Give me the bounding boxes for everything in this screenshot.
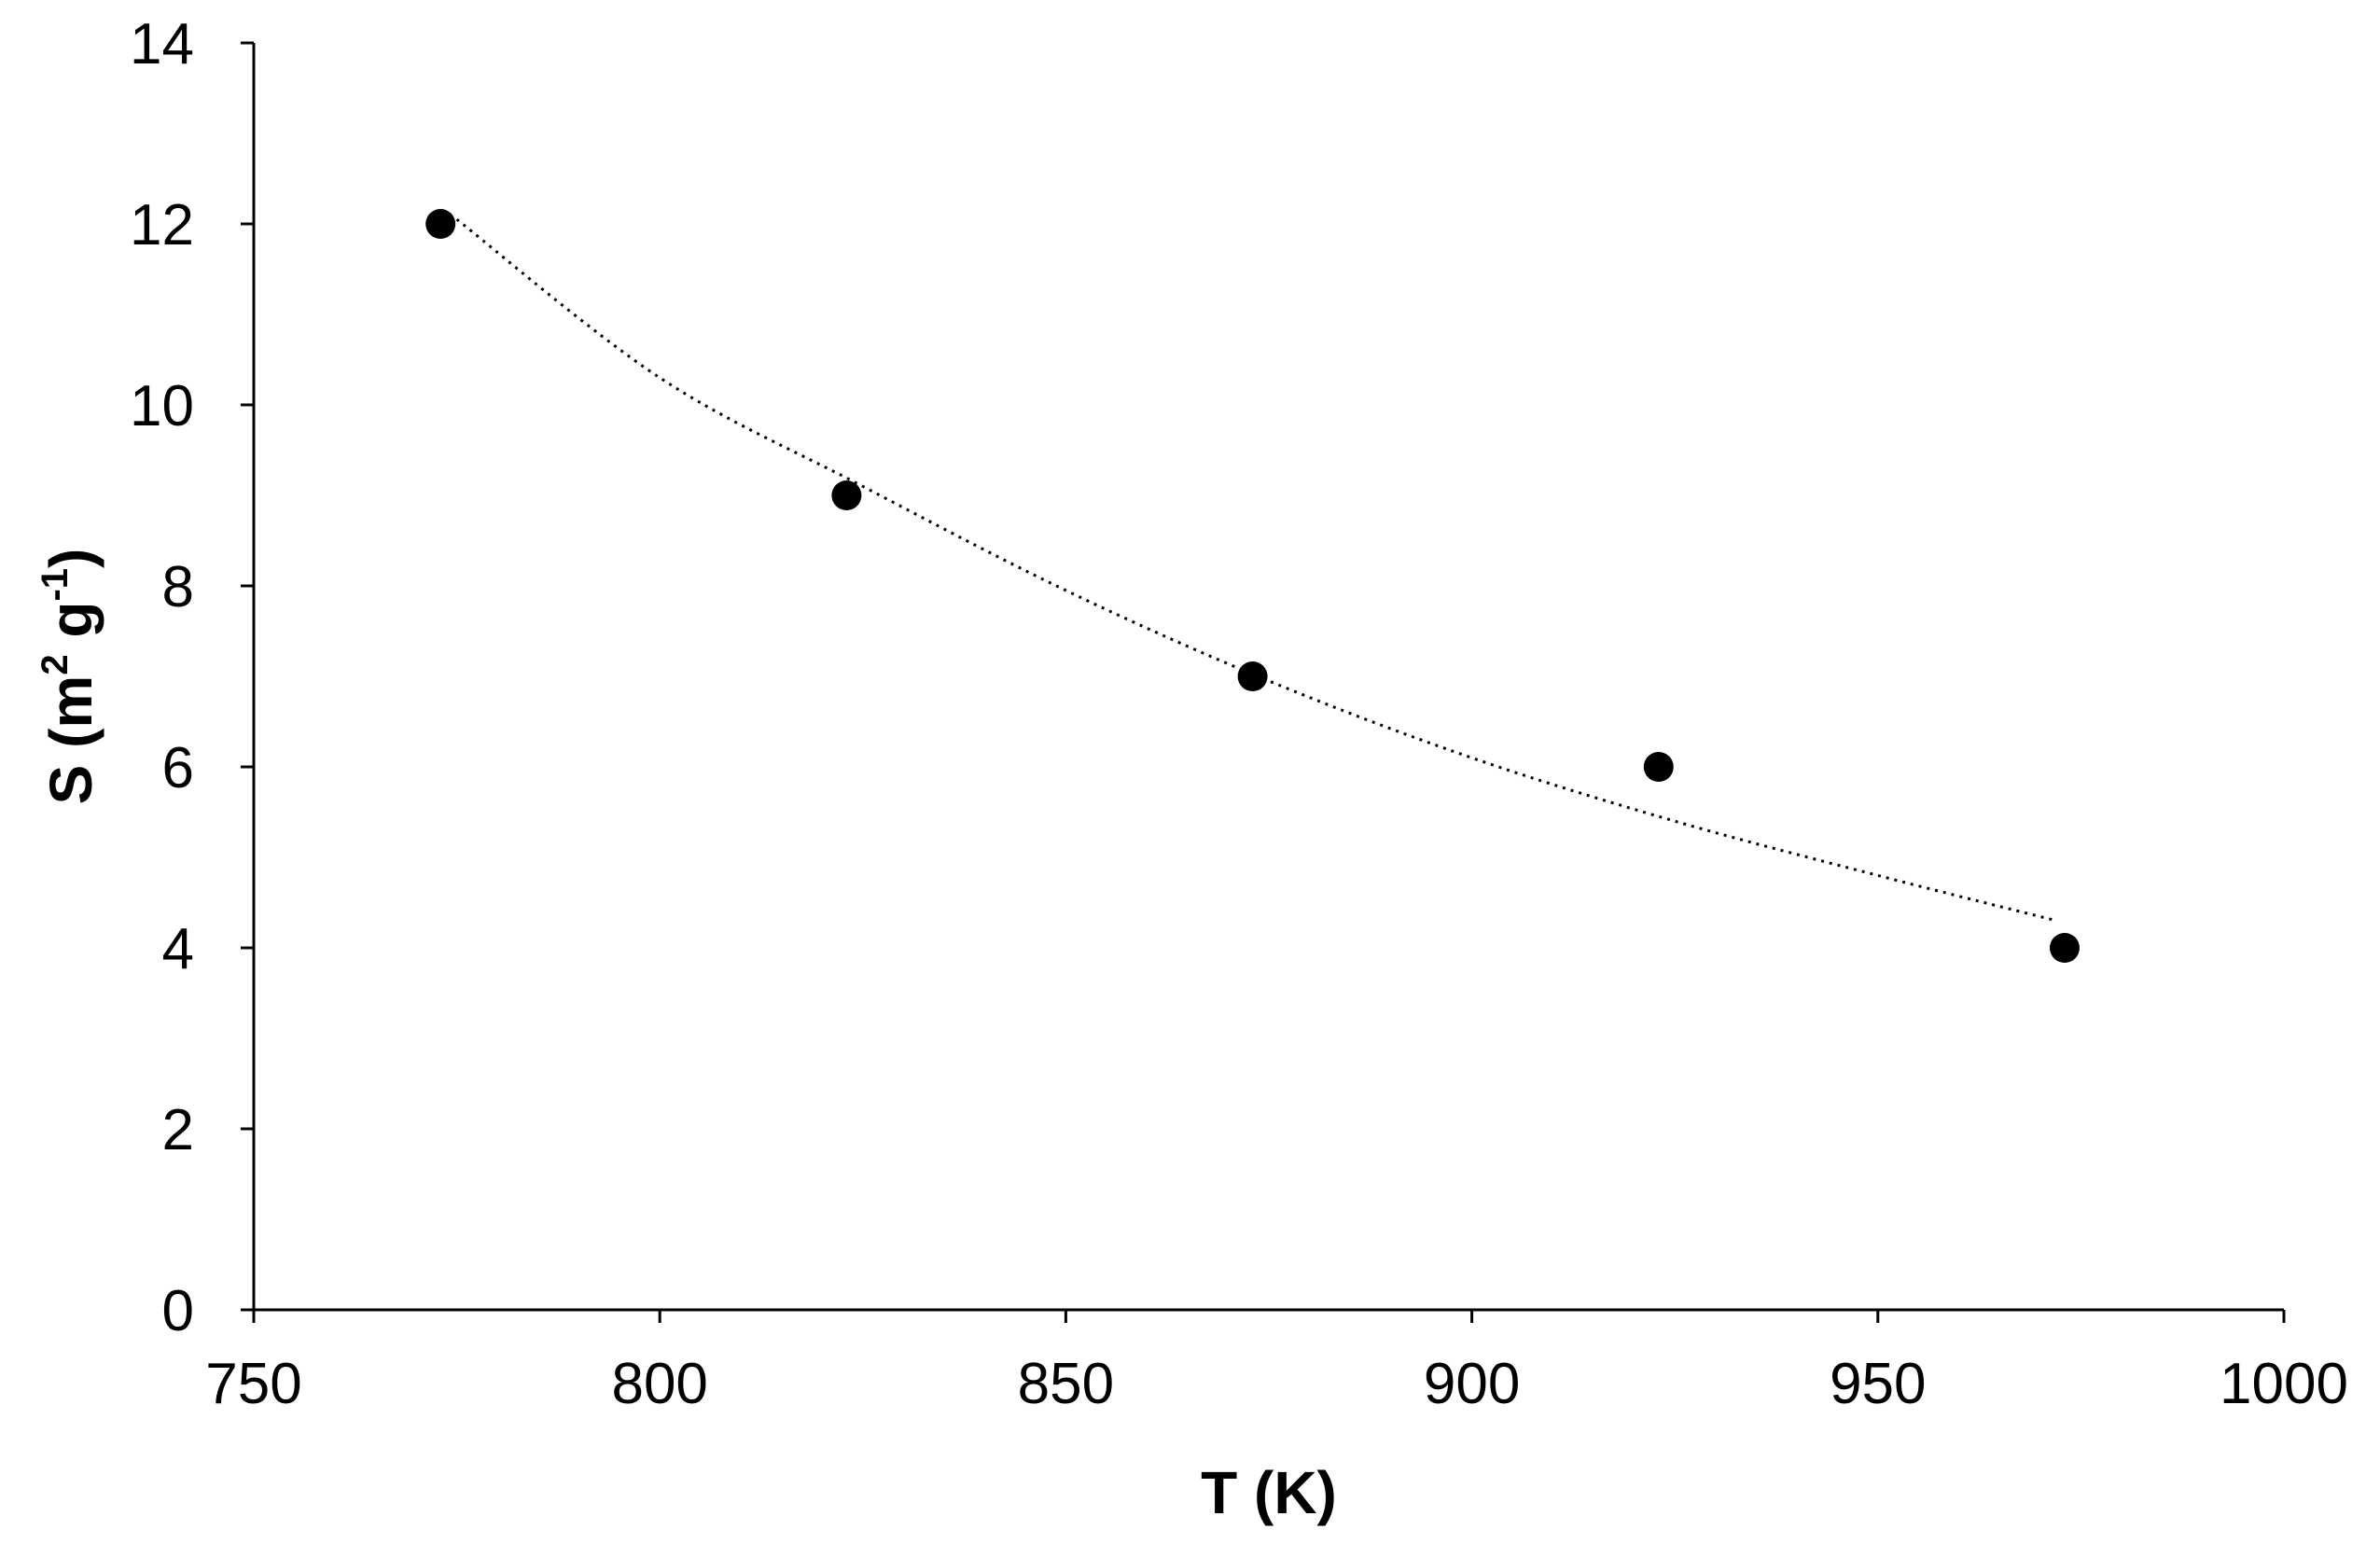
y-axis-title-prefix: S (m — [37, 675, 104, 805]
data-point — [425, 209, 456, 239]
y-tick-label: 10 — [130, 374, 194, 438]
y-tick-label: 12 — [130, 193, 194, 257]
y-tick-label: 6 — [162, 736, 194, 800]
x-tick-label: 950 — [1830, 1352, 1926, 1416]
data-point — [831, 480, 862, 510]
y-axis-title-sup-1: 2 — [35, 654, 76, 675]
y-axis-title-mid: g — [37, 602, 104, 655]
y-axis-title-suffix: ) — [37, 549, 104, 568]
y-tick-label: 2 — [162, 1098, 194, 1162]
y-tick-label: 14 — [130, 12, 194, 77]
x-tick-label: 850 — [1018, 1352, 1114, 1416]
x-tick-label: 800 — [611, 1352, 707, 1416]
x-axis-title: T (K) — [1201, 1459, 1337, 1526]
x-tick-label: 750 — [205, 1352, 301, 1416]
y-axis-title-sup-2: -1 — [35, 568, 76, 602]
axes-layer — [252, 43, 2284, 1312]
x-tick-label: 1000 — [2220, 1352, 2348, 1416]
data-point — [1237, 661, 1268, 691]
points-layer — [425, 209, 2080, 963]
trendline-layer — [455, 217, 2057, 923]
data-point — [1643, 752, 1674, 782]
x-ticks: 750 800 850 900 950 1000 — [205, 1310, 2348, 1416]
y-tick-label: 4 — [162, 917, 194, 981]
y-ticks: 0 2 4 6 8 10 12 14 — [130, 12, 254, 1343]
y-axis-title: S (m2 g-1) — [35, 549, 104, 805]
y-tick-label: 8 — [162, 555, 194, 619]
y-tick-label: 0 — [162, 1279, 194, 1343]
x-tick-label: 900 — [1424, 1352, 1520, 1416]
trendline — [455, 217, 2057, 923]
data-point — [2049, 933, 2080, 963]
